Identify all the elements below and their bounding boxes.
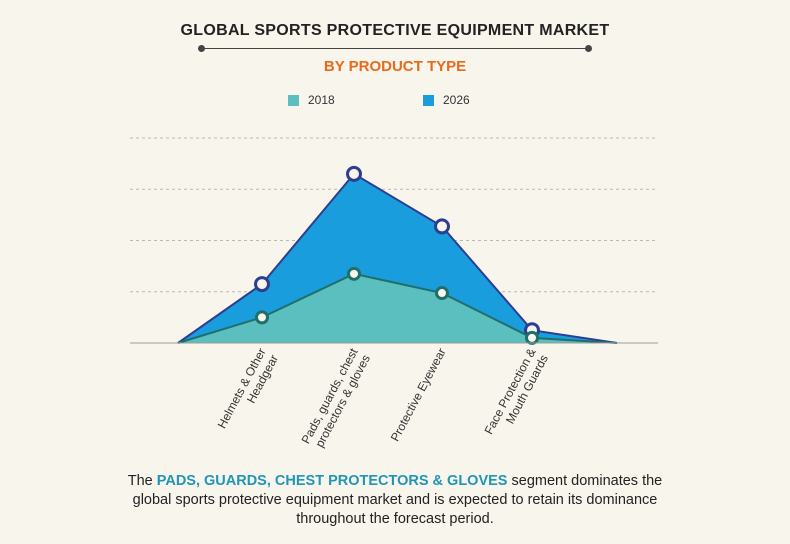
legend-swatch-2026 [423, 94, 434, 106]
line-2018 [177, 272, 618, 344]
point-2026-0 [254, 276, 270, 293]
point-2018-3 [525, 330, 539, 345]
footer-prefix: The [127, 473, 157, 489]
footer-highlight: PADS, GUARDS, CHEST PROTECTORS & GLOVES [156, 473, 508, 489]
chart-subtitle: BY PRODUCT TYPE [323, 58, 467, 75]
point-2026-1 [346, 165, 362, 182]
point-2018-2 [435, 286, 449, 301]
title-rule-right-dot [585, 45, 592, 52]
legend-item-2018: 2018 [288, 93, 335, 107]
x-tick-label-0: Helmets & OtherHeadgear [215, 346, 281, 437]
legend-item-2026: 2026 [423, 93, 470, 107]
line-2026 [177, 172, 618, 344]
x-tick-label-line: Protective Eyewear [388, 346, 449, 444]
point-2026-2 [434, 218, 450, 235]
area-chart: Helmets & OtherHeadgear Pads, guards, che… [130, 137, 658, 452]
footer-summary: The PADS, GUARDS, CHEST PROTECTORS & GLO… [120, 472, 670, 529]
chart-title: GLOBAL SPORTS PROTECTIVE EQUIPMENT MARKE… [180, 22, 610, 39]
legend-label-2026: 2026 [443, 93, 470, 107]
x-tick-label-3: Face Protection &Mouth Guards [482, 346, 552, 443]
footer-suffix: segment dominates the global sports prot… [132, 473, 663, 527]
point-2018-0 [255, 310, 269, 325]
legend-swatch-2018 [288, 94, 299, 106]
area-2026 [178, 173, 617, 343]
x-tick-label-2: Protective Eyewear [388, 346, 449, 444]
title-rule [201, 48, 589, 49]
legend-label-2018: 2018 [308, 93, 335, 107]
x-tick-label-1: Pads, guards, chestprotectors & gloves [298, 345, 373, 452]
point-2018-1 [347, 266, 361, 281]
